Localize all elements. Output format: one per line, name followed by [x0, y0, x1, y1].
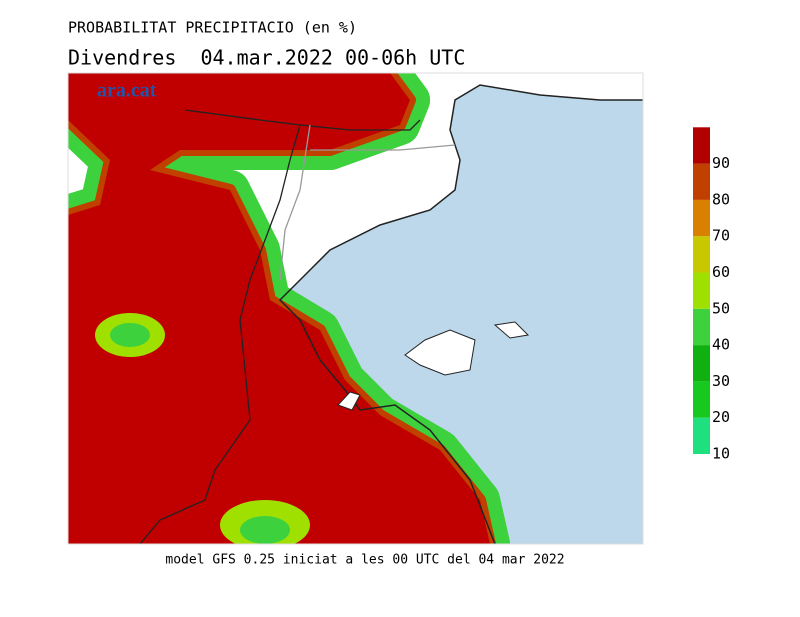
regional-borders — [279, 124, 456, 281]
colorbar-label: 60 — [712, 263, 730, 281]
colorbar-swatch — [693, 272, 710, 309]
plot-frame — [67, 72, 644, 545]
colorbar-swatch — [693, 381, 710, 418]
island-menorca — [493, 321, 530, 339]
precipitation-field — [68, 73, 510, 544]
colorbar-label: 40 — [712, 336, 730, 354]
colorbar-swatch — [693, 417, 710, 454]
island-mallorca — [404, 329, 476, 376]
subtitle: Divendres 04.mar.2022 00-06h UTC — [68, 46, 465, 70]
colorbar-label: 20 — [712, 408, 730, 426]
colorbar-label: 80 — [712, 190, 730, 208]
island-ibiza — [337, 391, 361, 411]
sea — [280, 85, 643, 544]
borders — [139, 109, 421, 544]
colorbar-swatch — [693, 163, 710, 200]
footer: model GFS 0.25 iniciat a les 00 UTC del … — [165, 553, 564, 568]
map-area — [68, 73, 643, 544]
colorbar-swatch — [693, 199, 710, 237]
colorbar-swatch — [693, 308, 710, 346]
coastline — [278, 84, 643, 544]
colorbar-label: 70 — [712, 227, 730, 245]
colorbar-swatch — [693, 127, 710, 164]
colorbar: 10 20 30 40 50 60 70 80 90 — [693, 127, 730, 463]
colorbar-swatch — [693, 236, 710, 273]
colorbar-label: 50 — [712, 299, 730, 317]
colorbar-label: 10 — [712, 445, 730, 463]
colorbar-swatch — [693, 345, 710, 382]
watermark: ara.cat — [97, 80, 157, 102]
title: PROBABILITAT PRECIPITACIO (en %) — [68, 19, 357, 37]
colorbar-label: 90 — [712, 154, 730, 172]
colorbar-label: 30 — [712, 372, 730, 390]
